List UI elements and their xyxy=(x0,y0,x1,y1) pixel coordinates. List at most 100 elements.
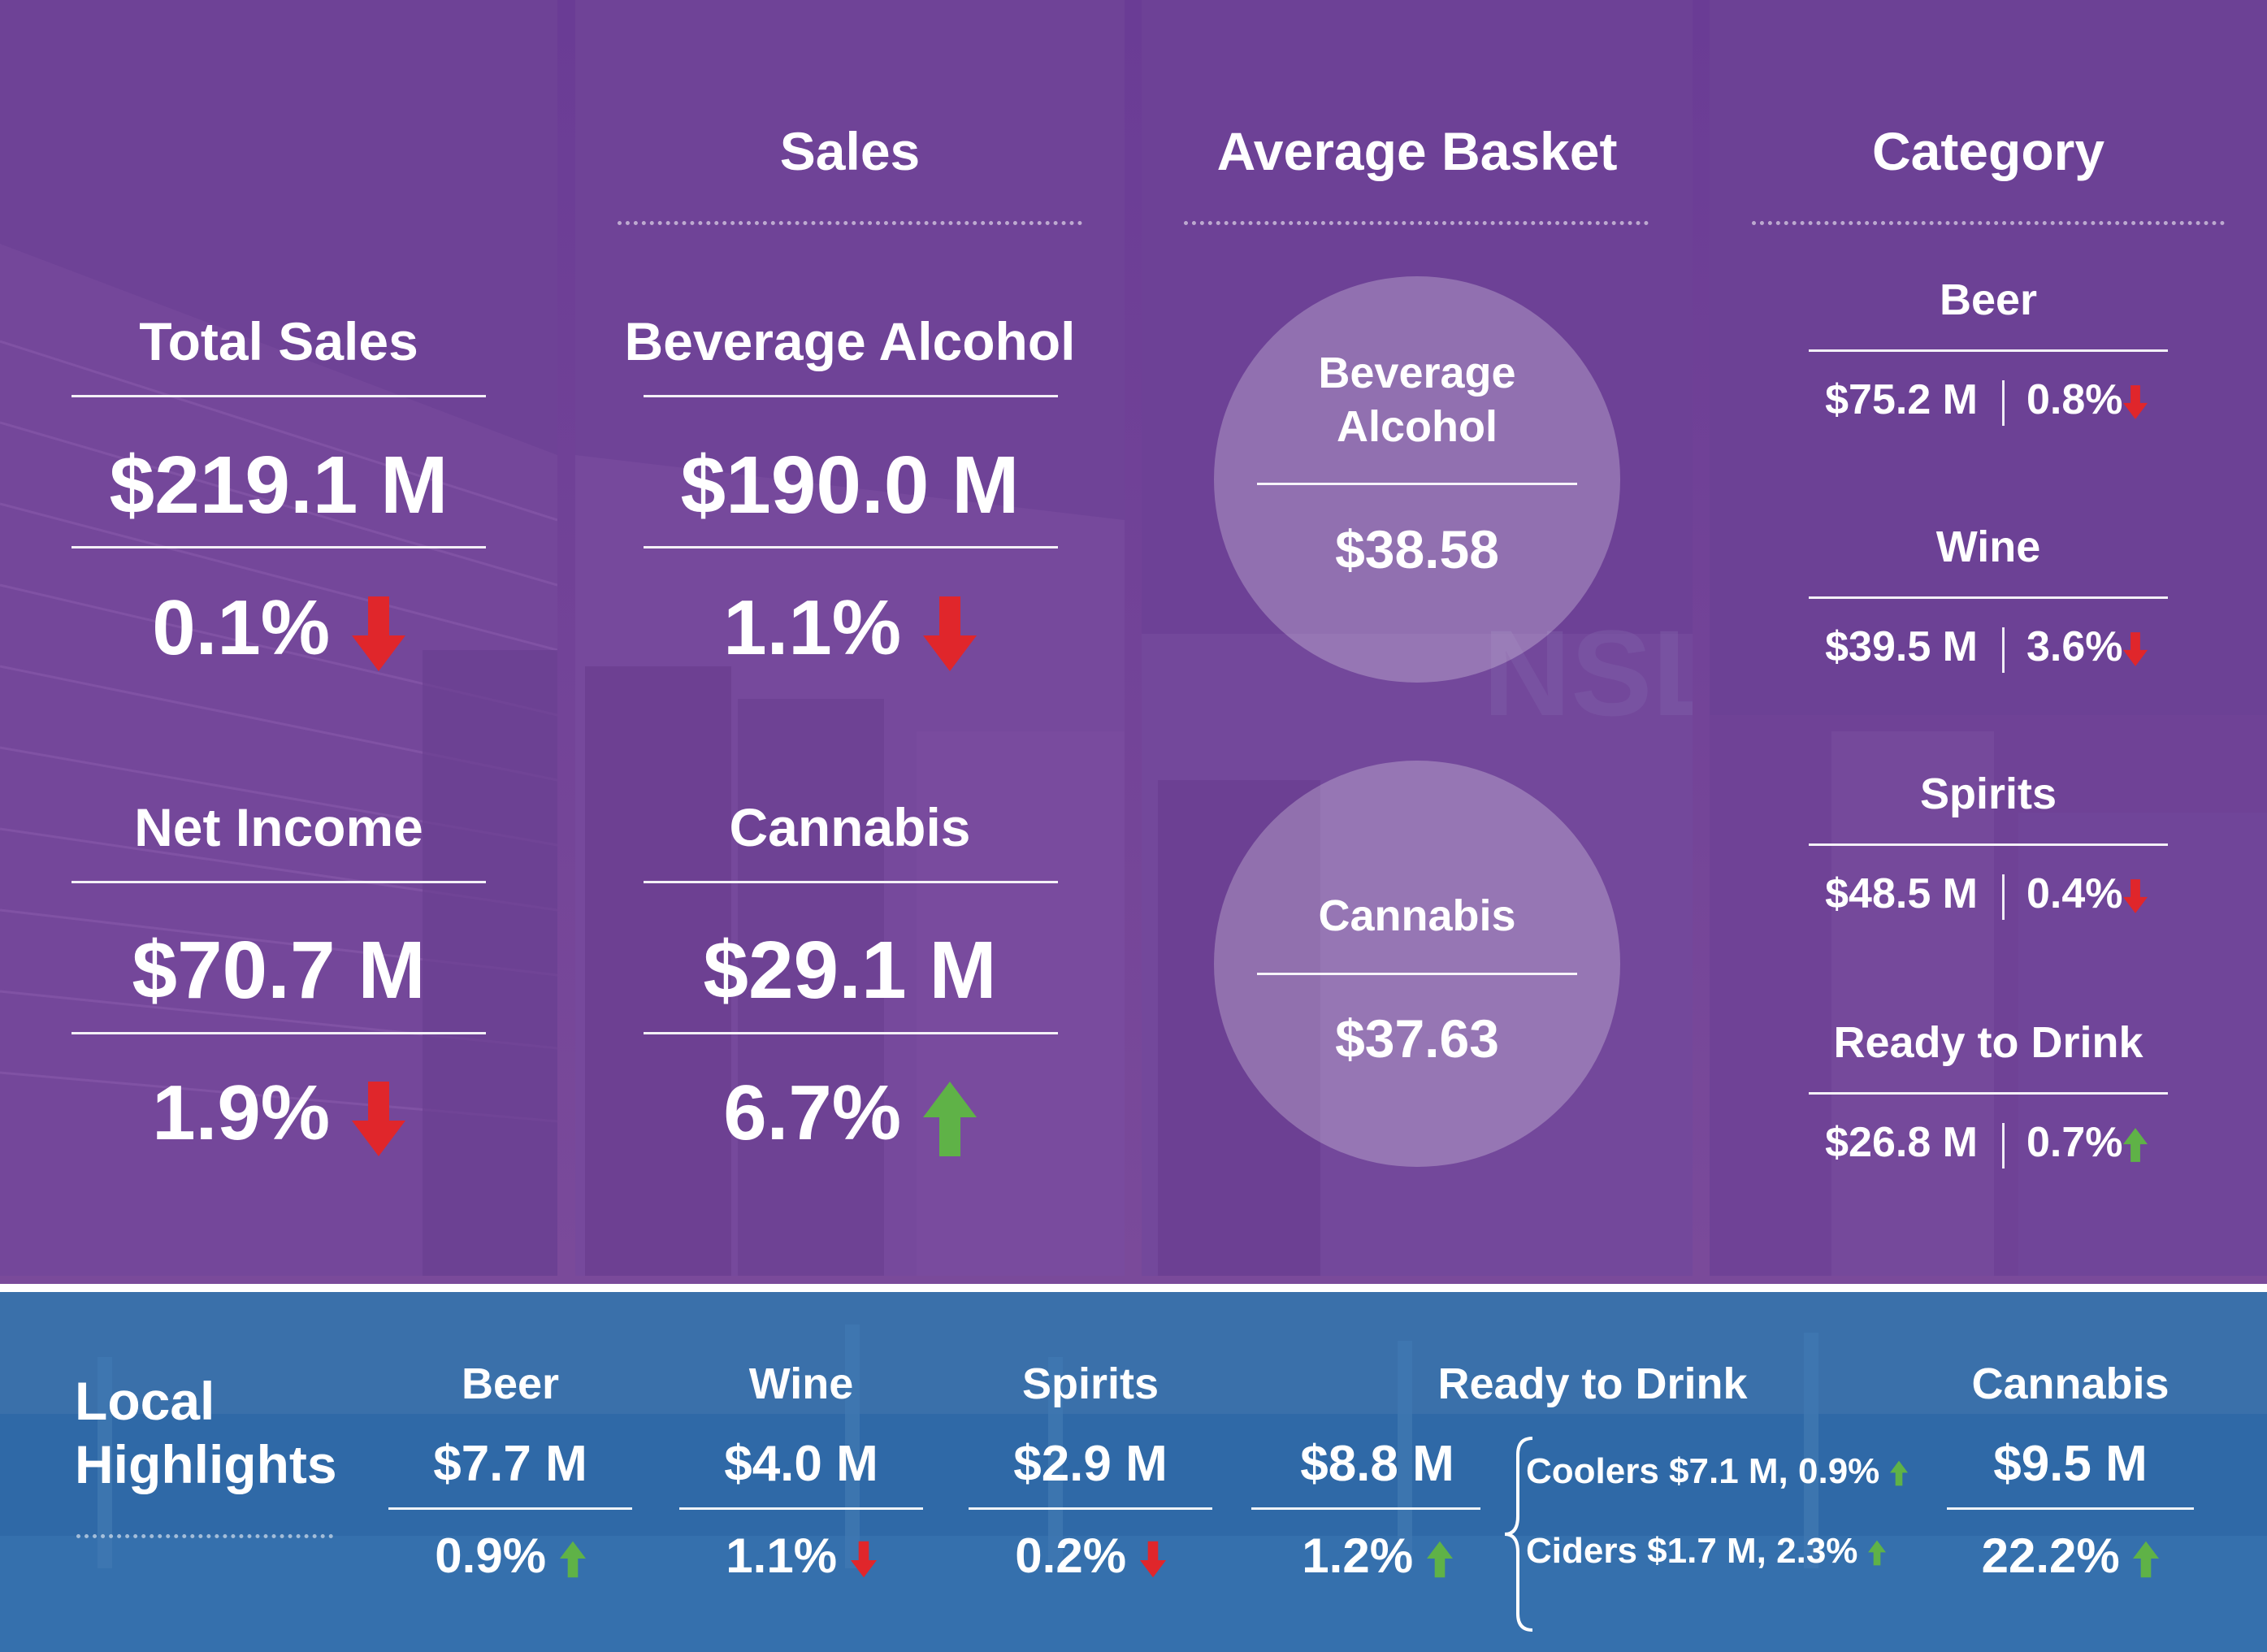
local-cannabis-value: $9.5 M xyxy=(1993,1436,2148,1492)
bev-alcohol-label: Beverage Alcohol xyxy=(624,311,1076,371)
category-item-label: Beer xyxy=(1939,275,2038,324)
down-arrow-icon xyxy=(351,1081,405,1156)
net-income-label: Net Income xyxy=(134,797,423,857)
total-sales-change: 0.1% xyxy=(152,584,331,671)
divider xyxy=(1809,349,2168,352)
local-wine-change: 1.1% xyxy=(726,1528,838,1583)
category-item-change-row: 0.7% xyxy=(2026,1118,2148,1167)
divider xyxy=(1257,973,1577,975)
dotted-divider xyxy=(76,1534,333,1538)
basket-bev-value: $38.58 xyxy=(1335,519,1499,579)
divider xyxy=(644,881,1058,883)
local-cannabis-label: Cannabis xyxy=(1971,1359,2169,1408)
local-rtd-ciders-row: Ciders $1.7 M, 2.3% xyxy=(1526,1531,1886,1572)
panel-totals: Total Sales $219.1 M 0.1% Net Income $70… xyxy=(0,0,557,1276)
panel-photo xyxy=(575,0,1125,1276)
band-photo xyxy=(0,1292,2267,1652)
bev-alcohol-value: $190.0 M xyxy=(680,440,1020,531)
divider xyxy=(388,1507,632,1510)
up-arrow-icon xyxy=(922,1081,977,1156)
local-beer-label: Beer xyxy=(461,1359,560,1408)
divider xyxy=(1809,596,2168,599)
value-separator xyxy=(2002,627,2005,673)
divider xyxy=(644,395,1058,397)
bev-alcohol-change: 1.1% xyxy=(723,584,902,671)
divider xyxy=(72,546,486,548)
local-spirits-label: Spirits xyxy=(1021,1359,1160,1408)
cannabis-basket-circle xyxy=(1214,761,1620,1167)
value-separator xyxy=(2002,874,2005,920)
panel-sales: Sales Beverage Alcohol $190.0 M 1.1% Can… xyxy=(575,0,1125,1276)
total-sales-change-row: 0.1% xyxy=(72,583,486,673)
net-income-change-row: 1.9% xyxy=(72,1069,486,1158)
svg-text:NSLC: NSLC xyxy=(1483,605,1693,741)
panel-photo: NSLC xyxy=(1142,0,1693,1276)
category-item-label: Spirits xyxy=(1919,770,2057,818)
up-arrow-icon xyxy=(1426,1541,1453,1578)
panel-category: Category Beer $75.2 M 0.8% Wine $39.5 M 3.6% S… xyxy=(1710,0,2267,1276)
down-arrow-icon xyxy=(1139,1541,1166,1578)
category-item-change: 0.8% xyxy=(2026,376,2123,423)
divider xyxy=(644,546,1058,548)
local-title-line2: Highlights xyxy=(75,1434,337,1494)
local-wine-change-row: 1.1% xyxy=(679,1528,923,1584)
category-item-label: Wine xyxy=(1935,522,2041,571)
up-arrow-icon xyxy=(1889,1460,1908,1486)
dotted-divider xyxy=(1752,221,2225,225)
panel-photo xyxy=(1710,0,2267,1276)
down-arrow-icon xyxy=(2122,879,2148,914)
local-rtd-change-row: 1.2% xyxy=(1251,1528,1503,1584)
divider xyxy=(679,1507,923,1510)
value-separator xyxy=(2002,1123,2005,1169)
divider xyxy=(1251,1507,1480,1510)
local-rtd-coolers-row: Coolers $7.1 M, 0.9% xyxy=(1526,1451,1908,1492)
net-income-value: $70.7 M xyxy=(132,925,426,1016)
cannabis-value: $29.1 M xyxy=(703,925,997,1016)
divider xyxy=(644,1032,1058,1034)
cannabis-label: Cannabis xyxy=(729,797,971,857)
bev-alcohol-change-row: 1.1% xyxy=(575,583,1125,673)
category-heading: Category xyxy=(1871,121,2105,181)
up-arrow-icon xyxy=(2122,1128,2148,1163)
category-item-change: 0.4% xyxy=(2026,870,2123,917)
local-beer-value: $7.7 M xyxy=(433,1436,587,1492)
category-item-value: $39.5 M xyxy=(1825,623,1978,670)
category-item-label: Ready to Drink xyxy=(1833,1018,2143,1067)
local-spirits-change: 0.2% xyxy=(1015,1528,1127,1583)
category-item-change-row: 0.4% xyxy=(2026,869,2148,918)
average-basket-heading: Average Basket xyxy=(1216,121,1618,181)
panel-average-basket: NSLC Average Basket Beverage Alcohol $38… xyxy=(1142,0,1693,1276)
down-arrow-icon xyxy=(2122,632,2148,667)
local-title-line1: Local xyxy=(75,1371,215,1431)
up-arrow-icon xyxy=(2133,1541,2160,1578)
local-spirits-change-row: 0.2% xyxy=(969,1528,1212,1584)
basket-bev-label-line1: Beverage xyxy=(1318,349,1516,397)
divider xyxy=(1947,1507,2194,1510)
category-item-change: 0.7% xyxy=(2026,1119,2123,1166)
net-income-change: 1.9% xyxy=(152,1069,331,1156)
panel-photo xyxy=(0,0,557,1276)
category-item-value: $75.2 M xyxy=(1825,376,1978,423)
basket-cannabis-label: Cannabis xyxy=(1318,891,1516,940)
local-rtd-coolers: Coolers $7.1 M, 0.9% xyxy=(1526,1451,1880,1491)
cannabis-change-row: 6.7% xyxy=(575,1069,1125,1158)
category-item-value: $48.5 M xyxy=(1825,870,1978,917)
up-arrow-icon xyxy=(559,1541,586,1578)
local-rtd-value: $8.8 M xyxy=(1300,1436,1454,1492)
divider xyxy=(72,395,486,397)
category-item-change-row: 0.8% xyxy=(2026,375,2148,424)
local-spirits-value: $2.9 M xyxy=(1013,1436,1168,1492)
basket-cannabis-value: $37.63 xyxy=(1335,1008,1499,1069)
bev-alcohol-basket-circle xyxy=(1214,276,1620,683)
divider xyxy=(72,1032,486,1034)
local-beer-change: 0.9% xyxy=(435,1528,547,1583)
total-sales-label: Total Sales xyxy=(139,311,418,371)
bracket-icon xyxy=(1504,1437,1533,1632)
dotted-divider xyxy=(1184,221,1649,225)
local-rtd-ciders: Ciders $1.7 M, 2.3% xyxy=(1526,1531,1858,1571)
local-rtd-change: 1.2% xyxy=(1302,1528,1414,1583)
local-beer-change-row: 0.9% xyxy=(388,1528,632,1584)
down-arrow-icon xyxy=(2122,385,2148,420)
value-separator xyxy=(2002,380,2005,426)
local-cannabis-change-row: 22.2% xyxy=(1947,1528,2194,1584)
